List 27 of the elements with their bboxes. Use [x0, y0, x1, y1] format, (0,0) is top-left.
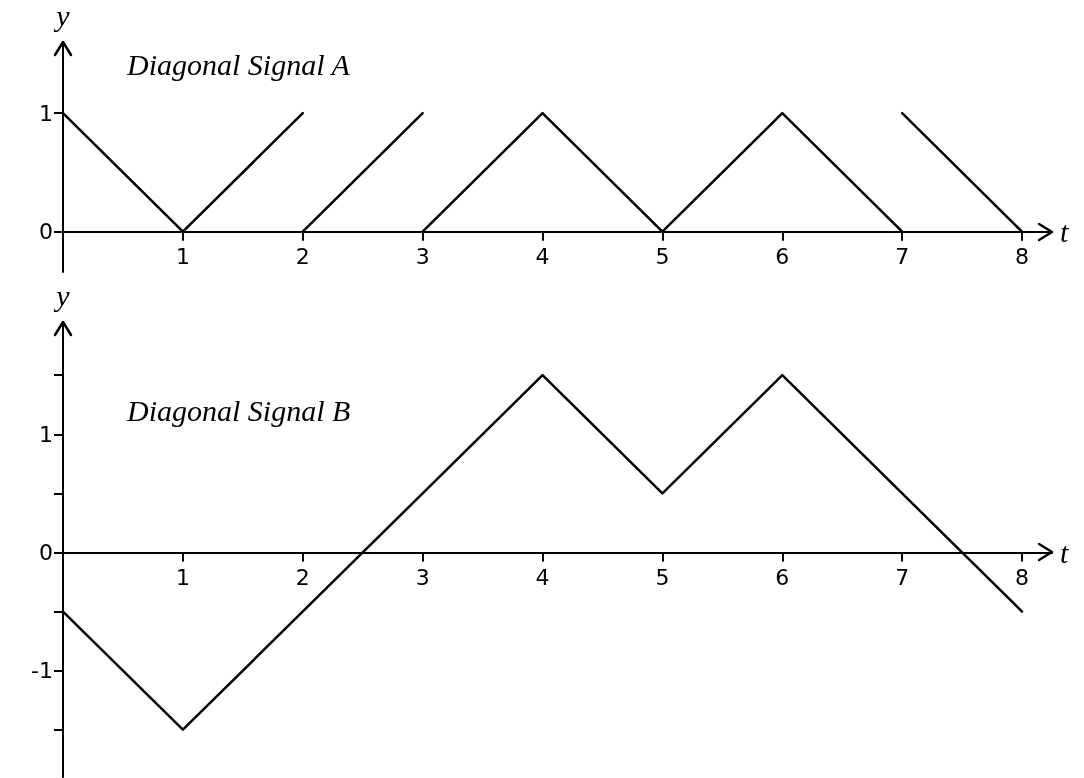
x-tick-label: 7	[895, 564, 910, 590]
x-tick-label: 2	[295, 244, 310, 270]
x-axis-title: t	[1060, 535, 1069, 569]
x-tick-label: 6	[775, 564, 790, 590]
x-tick-label: 7	[895, 244, 910, 270]
x-tick-label: 6	[775, 244, 790, 270]
text: Diagonal Signal B	[126, 393, 351, 427]
x-tick-label: 8	[1015, 564, 1030, 590]
x-tick-label: 5	[655, 564, 670, 590]
x-tick-label: 1	[175, 244, 190, 270]
chart-title: Diagonal Signal A	[126, 47, 351, 81]
y-tick-label: 1	[39, 421, 53, 447]
x-tick-label: 5	[655, 244, 670, 270]
x-tick-label: 8	[1015, 244, 1030, 270]
y-tick-label: 1	[39, 100, 53, 126]
y-axis-title: y	[53, 0, 71, 32]
x-tick-label: 2	[295, 564, 310, 590]
y-tick-label: 0	[39, 219, 53, 245]
y-tick-label: -1	[31, 658, 53, 684]
x-tick-label: 4	[535, 244, 550, 270]
y-tick-label: 0	[39, 539, 53, 565]
x-tick-label: 4	[535, 564, 550, 590]
x-tick-label: 1	[175, 564, 190, 590]
x-tick-label: 3	[415, 564, 430, 590]
x-tick-label: 3	[415, 244, 430, 270]
x-axis-title: t	[1060, 215, 1069, 249]
y-axis-title: y	[53, 278, 71, 312]
